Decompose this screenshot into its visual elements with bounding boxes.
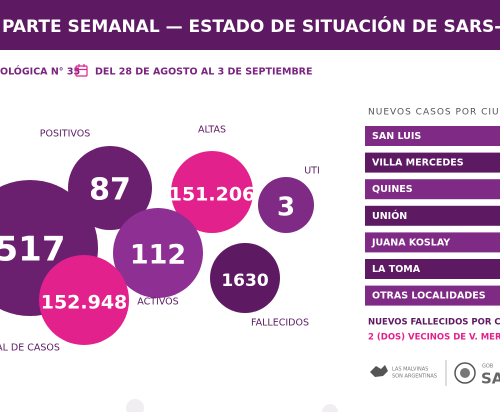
city-bar xyxy=(365,259,500,279)
city-name: OTRAS LOCALIDADES xyxy=(372,291,486,302)
malvinas-icon xyxy=(370,365,388,377)
calendar-icon xyxy=(75,64,88,77)
city-name: JUANA KOSLAY xyxy=(371,237,450,248)
malvinas-text: LAS MALVINAS xyxy=(392,367,428,373)
gov-big: SAN xyxy=(481,370,500,388)
section-title: NUEVOS CASOS POR CIUD xyxy=(368,108,500,118)
city-bar xyxy=(365,152,500,173)
city-bar xyxy=(365,285,500,306)
decoration xyxy=(322,404,338,416)
city-bar xyxy=(365,179,500,200)
bubble-value: 3 xyxy=(277,193,295,223)
bubble-label: ACTIVOS xyxy=(137,297,178,308)
city-bar xyxy=(365,205,500,226)
city-bar xyxy=(365,126,500,146)
section-title: NUEVOS FALLECIDOS POR C xyxy=(368,318,500,328)
city-name: LA TOMA xyxy=(372,264,421,275)
bubble-label: UTI xyxy=(304,166,320,177)
city-bar xyxy=(365,232,500,253)
city-name: SAN LUIS xyxy=(372,131,421,142)
bubble-value: 517 xyxy=(0,230,65,270)
crest xyxy=(460,368,470,378)
bubble xyxy=(171,151,253,233)
bubble xyxy=(258,177,314,233)
bubble-label: POSITIVOS xyxy=(40,129,90,140)
deaths-text: 2 (DOS) VECINOS DE V. MERCE xyxy=(368,333,500,343)
date-range: DEL 28 DE AGOSTO AL 3 DE SEPTIEMBRE xyxy=(95,67,313,78)
city-name: VILLA MERCEDES xyxy=(372,158,464,169)
bubble-value: 1630 xyxy=(221,271,268,291)
bubble xyxy=(210,243,280,313)
bubble-label: FALLECIDOS xyxy=(251,318,309,329)
title: PARTE SEMANAL — ESTADO DE SITUACIÓN DE S… xyxy=(2,15,500,37)
malvinas-text: SON ARGENTINAS xyxy=(392,374,437,380)
bubble xyxy=(113,208,203,298)
city-list: SAN LUIS VILLA MERCEDES QUINES UNIÓN JUANA K… xyxy=(365,126,500,306)
bubble-value: 151.206 xyxy=(169,184,256,206)
bubble-label: ALTAS xyxy=(198,125,226,136)
bubble xyxy=(68,146,152,230)
bubbles: 517 AL DE CASOS 87 POSITIVOS 151.206 ALTAS 3 UT… xyxy=(0,125,320,354)
bulletin: OLÓGICA N° 35 xyxy=(0,66,80,78)
gov-small: GOB xyxy=(482,364,494,370)
bubble-value: 112 xyxy=(130,240,186,271)
bubble-label: AL DE CASOS xyxy=(0,343,60,354)
city-name: QUINES xyxy=(372,184,413,195)
header-bar xyxy=(0,0,500,50)
bubble-value: 87 xyxy=(89,173,131,208)
bubble xyxy=(39,255,129,345)
decoration xyxy=(126,399,144,416)
city-name: UNIÓN xyxy=(372,210,407,222)
footer: LAS MALVINAS SON ARGENTINAS GOB SAN xyxy=(370,360,500,388)
crest xyxy=(454,362,476,384)
bubble-value: 152.948 xyxy=(41,292,128,314)
